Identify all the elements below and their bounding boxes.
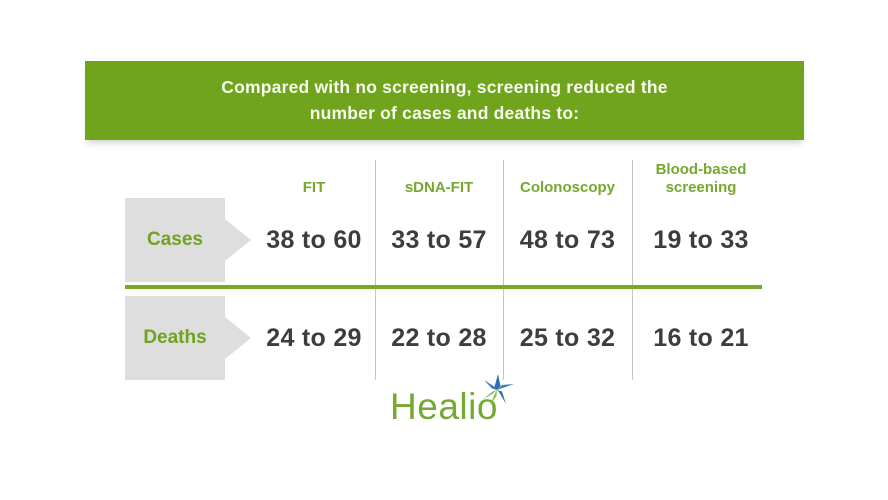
value-cases-blood-based: 19 to 33 bbox=[653, 225, 749, 254]
row-label-cases: Cases bbox=[125, 198, 225, 282]
value-cases-sdna-fit: 33 to 57 bbox=[391, 225, 487, 254]
value-deaths-blood-based: 16 to 21 bbox=[653, 323, 749, 352]
column-divider bbox=[503, 160, 504, 380]
value-deaths-sdna-fit: 22 to 28 bbox=[391, 323, 487, 352]
row-label-cases-text: Cases bbox=[147, 229, 203, 250]
column-header-sdna-fit: sDNA-FIT bbox=[404, 179, 474, 197]
value-cases-colonoscopy: 48 to 73 bbox=[519, 225, 616, 254]
value-deaths-fit: 24 to 29 bbox=[266, 323, 362, 352]
column-header-colonoscopy: Colonoscopy bbox=[519, 179, 615, 197]
healio-star-icon bbox=[481, 374, 514, 405]
column-divider bbox=[632, 160, 633, 380]
healio-logo: Healio bbox=[0, 374, 888, 431]
row-label-deaths: Deaths bbox=[125, 296, 225, 380]
header-title-line1: Compared with no screening, screening re… bbox=[221, 77, 668, 98]
header-title-line2: number of cases and deaths to: bbox=[309, 102, 580, 123]
healio-logo-inner: Healio bbox=[390, 374, 514, 428]
healio-logo-text: Healio bbox=[390, 386, 498, 427]
column-header-blood-based-screening: Blood-based screening bbox=[655, 160, 747, 197]
header-banner: Compared with no screening, screening re… bbox=[85, 61, 804, 140]
row-divider-line bbox=[125, 285, 762, 289]
column-divider bbox=[375, 160, 376, 380]
row-label-deaths-text: Deaths bbox=[143, 327, 207, 348]
column-header-fit: FIT bbox=[302, 179, 326, 197]
value-deaths-colonoscopy: 25 to 32 bbox=[519, 323, 616, 352]
value-cases-fit: 38 to 60 bbox=[266, 225, 362, 254]
